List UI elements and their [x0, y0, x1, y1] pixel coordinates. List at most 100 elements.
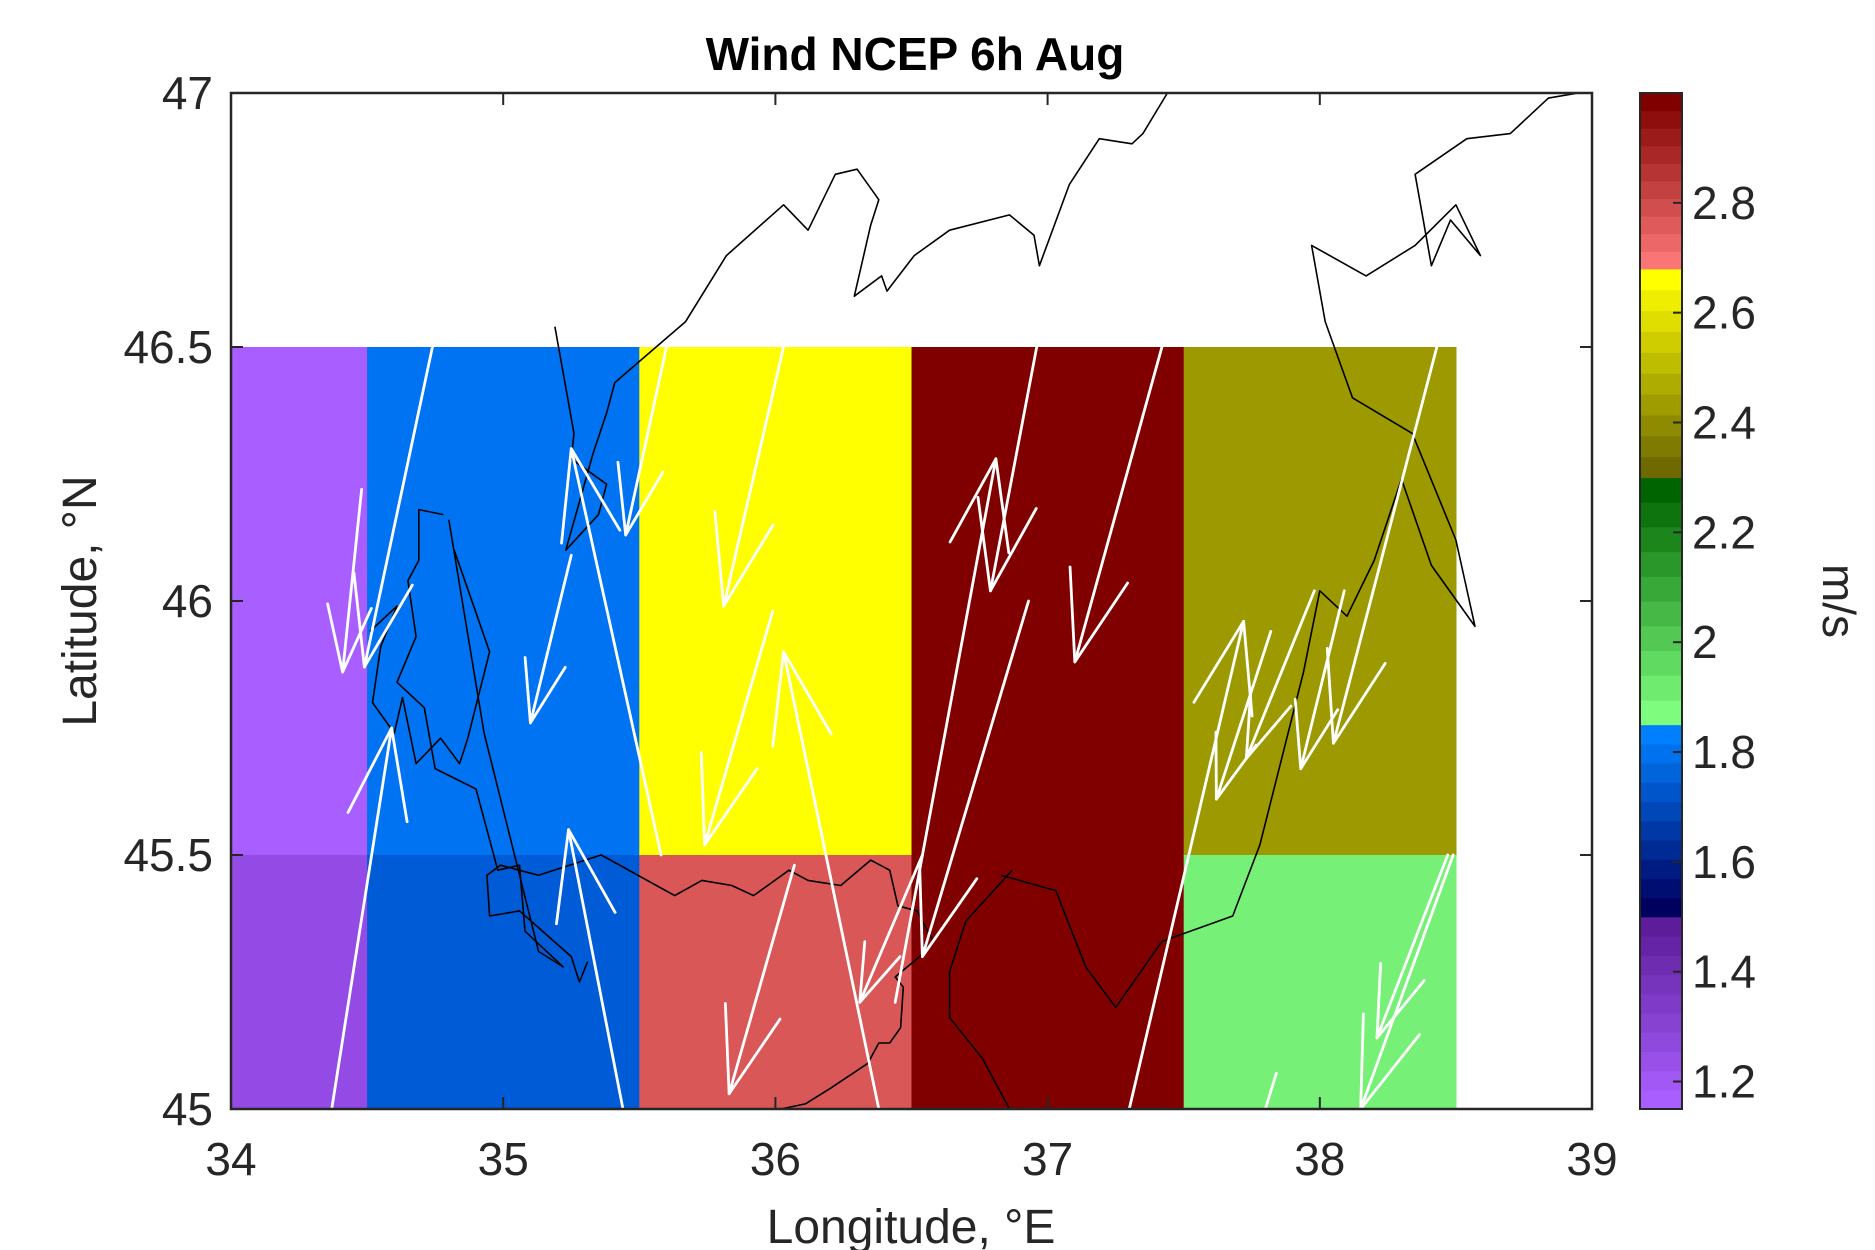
- colorbar-band-35: [1640, 373, 1682, 395]
- y-tick-label-46: 46: [162, 575, 213, 627]
- wind-vector-7: [560, 447, 663, 857]
- heatmap-cell-5: [639, 347, 913, 856]
- colorbar-band-13: [1640, 859, 1682, 879]
- colorbar-band-6: [1640, 993, 1682, 1014]
- colorbar-band-14: [1640, 839, 1682, 860]
- colorbar-band-17: [1640, 782, 1682, 803]
- colorbar-tick-label-1.2: 1.2: [1692, 1056, 1756, 1108]
- colorbar-band-20: [1640, 724, 1682, 745]
- coastline-segment-5: [948, 869, 1013, 1110]
- y-tick-label-46.5: 46.5: [123, 321, 213, 373]
- colorbar-band-40: [1640, 268, 1682, 291]
- wind-vector-16: [1068, 345, 1164, 664]
- colorbar-band-32: [1640, 435, 1682, 458]
- coastline-segment-3: [396, 508, 564, 968]
- colorbar-band-3: [1640, 1051, 1682, 1072]
- heatmap-cell-7: [911, 347, 1185, 1110]
- x-axis-ticks: 34 35 36 37 38 39: [205, 93, 1618, 1185]
- coastline: [369, 92, 1579, 1110]
- heatmap-cell-1: [231, 347, 368, 856]
- wind-vector-6: [555, 828, 625, 1111]
- colorbar-band-23: [1640, 650, 1682, 676]
- wind-vector-5: [616, 345, 668, 537]
- wind-vector-23: [1263, 1072, 1278, 1111]
- colorbar-tick-label-2: 2: [1692, 616, 1718, 668]
- wind-vector-21: [1325, 345, 1439, 745]
- colorbar-band-2: [1640, 1070, 1682, 1091]
- colorbar-tick-label-2.2: 2.2: [1692, 506, 1756, 558]
- wind-vector-2: [352, 345, 434, 669]
- heatmap-cell-2: [231, 855, 368, 1110]
- colorbar-band-47: [1640, 145, 1682, 164]
- colorbar-band-38: [1640, 310, 1682, 332]
- colorbar-gradient: [1640, 93, 1682, 1110]
- colorbar-band-16: [1640, 801, 1682, 822]
- colorbar-band-46: [1640, 163, 1682, 182]
- x-axis-label: Longitude, °E: [767, 1201, 1056, 1250]
- wind-vector-3: [330, 726, 409, 1111]
- colorbar-tick-label-2.6: 2.6: [1692, 287, 1756, 339]
- wind-vector-13: [918, 599, 1030, 958]
- colorbar-band-21: [1640, 699, 1682, 726]
- wind-vector-1: [326, 487, 373, 674]
- colorbar-tick-label-1.4: 1.4: [1692, 946, 1756, 998]
- colorbar-tick-label-1.6: 1.6: [1692, 836, 1756, 888]
- wind-vector-12: [858, 853, 924, 1004]
- colorbar-label: m/s: [1813, 564, 1865, 638]
- colorbar-tick-label-1.8: 1.8: [1692, 726, 1756, 778]
- colorbar-band-24: [1640, 625, 1682, 652]
- wind-vector-20: [1293, 589, 1346, 771]
- colorbar-band-48: [1640, 128, 1682, 147]
- x-tick-label-39: 39: [1566, 1133, 1617, 1185]
- plot-area: 34 35 36 37 38 39 45 45.5 46 46.5 47: [123, 67, 1617, 1185]
- colorbar-frame: [1639, 92, 1683, 1110]
- colorbar-band-27: [1640, 551, 1682, 577]
- wind-vector-22: [1375, 853, 1450, 1040]
- colorbar-band-43: [1640, 216, 1682, 235]
- coastline-segment-6: [1001, 92, 1579, 1009]
- colorbar-band-41: [1640, 251, 1682, 270]
- colorbar-band-42: [1640, 233, 1682, 252]
- y-axis-label: Latitude, °N: [54, 475, 107, 726]
- colorbar-ticks: 1.2 1.4 1.6 1.8 2 2.2 2.4 2.6 2.8: [1673, 177, 1756, 1108]
- colorbar-band-1: [1640, 1089, 1682, 1110]
- y-tick-label-45: 45: [162, 1083, 213, 1135]
- colorbar-band-15: [1640, 820, 1682, 841]
- x-tick-label-38: 38: [1294, 1133, 1345, 1185]
- wind-vector-19: [1244, 589, 1316, 760]
- chart-title: Wind NCEP 6h Aug: [706, 28, 1125, 80]
- colorbar-band-9: [1640, 936, 1682, 956]
- heatmap-cell-4: [367, 855, 640, 1110]
- y-tick-label-45.5: 45.5: [123, 829, 213, 881]
- wind-vector-11: [723, 863, 796, 1096]
- wind-vector-8: [699, 609, 775, 847]
- colorbar-band-44: [1640, 198, 1682, 217]
- colorbar-band-19: [1640, 743, 1682, 764]
- wind-vector-15: [976, 345, 1039, 593]
- colorbar-tick-label-2.8: 2.8: [1692, 177, 1756, 229]
- wind-vector-18: [1214, 630, 1273, 801]
- x-tick-label-37: 37: [1022, 1133, 1073, 1185]
- colorbar-band-22: [1640, 675, 1682, 701]
- heatmap-cell-3: [367, 347, 640, 856]
- y-axis-ticks: 45 45.5 46 46.5 47: [123, 67, 1592, 1135]
- wind-vector-10: [771, 650, 881, 1111]
- colorbar: 1.2 1.4 1.6 1.8 2 2.2 2.4 2.6 2.8 m/s: [1639, 92, 1865, 1110]
- x-tick-label-36: 36: [750, 1133, 801, 1185]
- colorbar-band-11: [1640, 897, 1682, 918]
- wind-speed-cells: [231, 347, 1457, 1110]
- colorbar-band-26: [1640, 576, 1682, 602]
- colorbar-band-36: [1640, 352, 1682, 374]
- colorbar-band-25: [1640, 601, 1682, 627]
- colorbar-band-45: [1640, 180, 1682, 200]
- heatmap-cell-6: [639, 855, 913, 1110]
- coastline-segment-1: [554, 92, 1169, 552]
- colorbar-band-39: [1640, 289, 1682, 312]
- colorbar-band-49: [1640, 110, 1682, 129]
- colorbar-band-37: [1640, 331, 1682, 353]
- colorbar-band-5: [1640, 1012, 1682, 1033]
- colorbar-band-34: [1640, 393, 1682, 416]
- colorbar-band-31: [1640, 456, 1682, 479]
- colorbar-band-29: [1640, 502, 1682, 528]
